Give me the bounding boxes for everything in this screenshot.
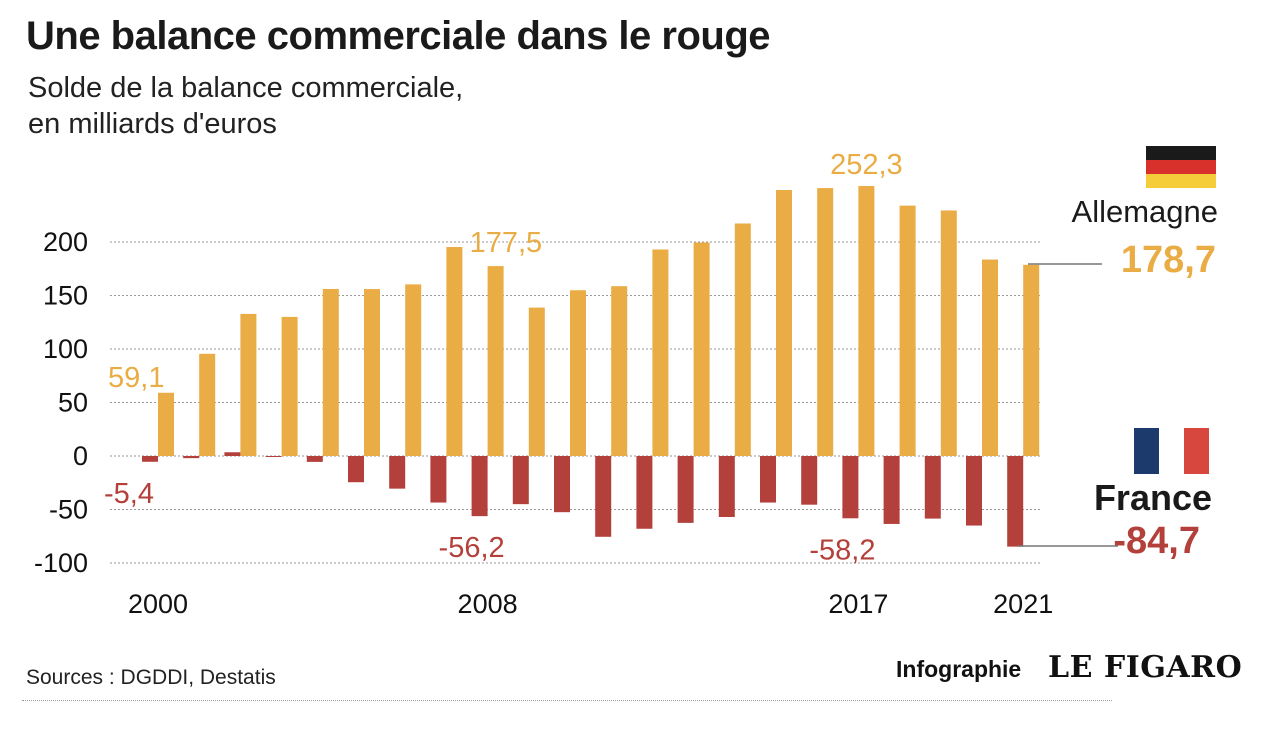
x-tick-label: 2021 [993,589,1053,619]
france-bar [636,456,653,529]
france-bar [348,456,364,483]
germany-bar [364,289,380,456]
germany-bar [199,353,216,456]
le-figaro-logo: LE FIGARO [1048,650,1243,685]
source-note: Sources : DGDDI, Destatis [26,666,276,689]
france-bar [306,456,323,462]
x-tick-label: 2000 [128,589,188,619]
france-bar [430,456,447,503]
germany-bar [322,288,339,456]
germany-bar [1023,264,1040,456]
legend: Allemagne 178,7 France -84,7 [1018,146,1218,562]
germany-bars [158,186,1040,457]
y-tick-label: 150 [43,281,88,311]
y-tick-label: 50 [58,388,88,418]
chart-subtitle-line2: en milliards d'euros [28,108,277,140]
france-value-label: -56,2 [439,532,505,564]
france-bar [718,456,735,517]
france-bar [801,456,818,505]
france-bar [142,456,158,462]
germany-end-value: 178,7 [1121,239,1216,281]
germany-bar [570,290,586,456]
germany-bar [817,188,834,456]
france-bar [265,456,282,457]
x-tick-label: 2017 [828,589,888,619]
france-bar [471,456,488,517]
germany-bar [611,286,628,456]
germany-bar [982,259,998,456]
chart-title: Une balance commerciale dans le rouge [26,14,771,58]
y-tick-label: -50 [49,495,88,525]
germany-bar [446,247,463,456]
france-bar [842,456,859,519]
germany-bar [281,316,298,456]
germany-bar [487,266,504,456]
france-end-value: -84,7 [1113,520,1200,562]
france-bar [966,456,982,526]
germany-bar [693,242,710,456]
france-value-label: -5,4 [104,478,154,510]
germany-bar [734,223,751,456]
france-flag-icon [1134,428,1209,474]
france-bar [389,456,406,489]
footer-divider [22,700,1112,701]
france-bar [924,456,941,519]
france-bar [760,456,776,503]
chart-subtitle-line1: Solde de la balance commerciale, [28,72,464,104]
germany-bar [652,249,669,456]
germany-bar [899,205,916,456]
germany-bar [240,313,257,456]
germany-bar [776,189,792,457]
france-bar [883,456,900,524]
y-tick-label: 0 [73,441,88,471]
germany-bar [940,210,957,456]
germany-bar [528,307,545,456]
france-bars [142,452,1024,547]
france-bar [677,456,694,523]
germany-bar [858,186,875,456]
france-bar [224,452,241,456]
germany-bar [405,284,422,456]
germany-value-label: 177,5 [470,227,543,259]
y-tick-label: 200 [43,227,88,257]
x-axis: 2000 2008 2017 2021 [128,589,1053,619]
france-bar [554,456,570,513]
france-bar [512,456,529,505]
y-tick-label: -100 [34,548,88,578]
france-value-label: -58,2 [809,534,875,566]
france-legend-label: France [1094,477,1212,518]
france-bar [183,456,200,459]
germany-value-label: 252,3 [830,149,903,181]
germany-bar [158,392,174,456]
germany-flag-icon [1146,146,1216,188]
france-bar [1007,456,1024,547]
germany-value-label: 59,1 [108,362,164,394]
y-tick-label: 100 [43,334,88,364]
y-axis: 200 150 100 50 0 -50 -100 [34,227,88,578]
germany-legend-label: Allemagne [1072,194,1218,229]
x-tick-label: 2008 [458,589,518,619]
france-bar [595,456,612,537]
value-annotations: 59,1 177,5 252,3 -5,4 -56,2 -58,2 [104,149,903,566]
infographie-credit: Infographie [896,656,1022,682]
